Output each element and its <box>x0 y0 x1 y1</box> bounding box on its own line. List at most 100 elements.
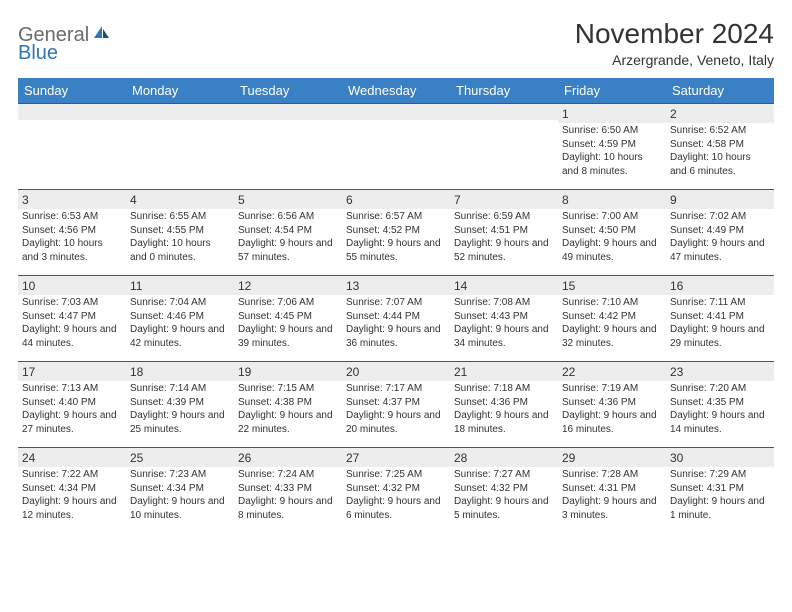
calendar-day-cell: 21Sunrise: 7:18 AMSunset: 4:36 PMDayligh… <box>450 362 558 448</box>
sunrise-text: Sunrise: 7:10 AM <box>562 296 662 310</box>
logo-word-blue: Blue <box>18 42 58 64</box>
sunset-text: Sunset: 4:55 PM <box>130 224 230 238</box>
calendar-day-cell <box>234 104 342 190</box>
sunrise-text: Sunrise: 7:19 AM <box>562 382 662 396</box>
sunrise-text: Sunrise: 7:23 AM <box>130 468 230 482</box>
day-number: 30 <box>666 448 774 467</box>
sunset-text: Sunset: 4:47 PM <box>22 310 122 324</box>
daylight-text: Daylight: 9 hours and 49 minutes. <box>562 237 662 264</box>
sunset-text: Sunset: 4:43 PM <box>454 310 554 324</box>
sunset-text: Sunset: 4:54 PM <box>238 224 338 238</box>
calendar-day-cell: 11Sunrise: 7:04 AMSunset: 4:46 PMDayligh… <box>126 276 234 362</box>
sunrise-text: Sunrise: 7:02 AM <box>670 210 770 224</box>
calendar-day-cell: 17Sunrise: 7:13 AMSunset: 4:40 PMDayligh… <box>18 362 126 448</box>
daylight-text: Daylight: 9 hours and 5 minutes. <box>454 495 554 522</box>
calendar-day-cell: 20Sunrise: 7:17 AMSunset: 4:37 PMDayligh… <box>342 362 450 448</box>
calendar-week-row: 1Sunrise: 6:50 AMSunset: 4:59 PMDaylight… <box>18 104 774 190</box>
sunset-text: Sunset: 4:32 PM <box>346 482 446 496</box>
day-number: 8 <box>558 190 666 209</box>
calendar-day-cell: 22Sunrise: 7:19 AMSunset: 4:36 PMDayligh… <box>558 362 666 448</box>
daylight-text: Daylight: 9 hours and 39 minutes. <box>238 323 338 350</box>
sunset-text: Sunset: 4:44 PM <box>346 310 446 324</box>
daylight-text: Daylight: 9 hours and 25 minutes. <box>130 409 230 436</box>
sunrise-text: Sunrise: 7:04 AM <box>130 296 230 310</box>
sunrise-text: Sunrise: 7:03 AM <box>22 296 122 310</box>
page-title: November 2024 <box>575 18 774 50</box>
calendar-day-cell: 13Sunrise: 7:07 AMSunset: 4:44 PMDayligh… <box>342 276 450 362</box>
calendar-day-cell: 12Sunrise: 7:06 AMSunset: 4:45 PMDayligh… <box>234 276 342 362</box>
sunrise-text: Sunrise: 6:57 AM <box>346 210 446 224</box>
daylight-text: Daylight: 9 hours and 47 minutes. <box>670 237 770 264</box>
weekday-header: Friday <box>558 78 666 104</box>
weekday-header: Wednesday <box>342 78 450 104</box>
day-number: 6 <box>342 190 450 209</box>
sunset-text: Sunset: 4:50 PM <box>562 224 662 238</box>
daylight-text: Daylight: 9 hours and 14 minutes. <box>670 409 770 436</box>
day-number: 7 <box>450 190 558 209</box>
sunset-text: Sunset: 4:32 PM <box>454 482 554 496</box>
weekday-header: Tuesday <box>234 78 342 104</box>
calendar-day-cell <box>126 104 234 190</box>
day-number: 16 <box>666 276 774 295</box>
daylight-text: Daylight: 9 hours and 52 minutes. <box>454 237 554 264</box>
daylight-text: Daylight: 10 hours and 8 minutes. <box>562 151 662 178</box>
header: General November 2024 Arzergrande, Venet… <box>18 18 774 68</box>
sunrise-text: Sunrise: 6:59 AM <box>454 210 554 224</box>
sunset-text: Sunset: 4:41 PM <box>670 310 770 324</box>
daylight-text: Daylight: 9 hours and 32 minutes. <box>562 323 662 350</box>
calendar-day-cell: 26Sunrise: 7:24 AMSunset: 4:33 PMDayligh… <box>234 448 342 534</box>
calendar-day-cell: 8Sunrise: 7:00 AMSunset: 4:50 PMDaylight… <box>558 190 666 276</box>
daylight-text: Daylight: 9 hours and 6 minutes. <box>346 495 446 522</box>
sunrise-text: Sunrise: 7:27 AM <box>454 468 554 482</box>
sunset-text: Sunset: 4:46 PM <box>130 310 230 324</box>
calendar-body: 1Sunrise: 6:50 AMSunset: 4:59 PMDaylight… <box>18 104 774 534</box>
weekday-header: Monday <box>126 78 234 104</box>
calendar-day-cell: 6Sunrise: 6:57 AMSunset: 4:52 PMDaylight… <box>342 190 450 276</box>
sunrise-text: Sunrise: 7:20 AM <box>670 382 770 396</box>
calendar-day-cell: 7Sunrise: 6:59 AMSunset: 4:51 PMDaylight… <box>450 190 558 276</box>
sunrise-text: Sunrise: 7:22 AM <box>22 468 122 482</box>
calendar-day-cell: 24Sunrise: 7:22 AMSunset: 4:34 PMDayligh… <box>18 448 126 534</box>
daylight-text: Daylight: 9 hours and 27 minutes. <box>22 409 122 436</box>
day-number <box>126 104 234 120</box>
sunrise-text: Sunrise: 7:17 AM <box>346 382 446 396</box>
calendar-day-cell: 29Sunrise: 7:28 AMSunset: 4:31 PMDayligh… <box>558 448 666 534</box>
day-number: 18 <box>126 362 234 381</box>
sunset-text: Sunset: 4:34 PM <box>130 482 230 496</box>
day-number <box>234 104 342 120</box>
sunset-text: Sunset: 4:35 PM <box>670 396 770 410</box>
sail-icon <box>92 24 110 47</box>
day-number: 14 <box>450 276 558 295</box>
sunrise-text: Sunrise: 7:11 AM <box>670 296 770 310</box>
calendar-day-cell: 10Sunrise: 7:03 AMSunset: 4:47 PMDayligh… <box>18 276 126 362</box>
calendar-week-row: 17Sunrise: 7:13 AMSunset: 4:40 PMDayligh… <box>18 362 774 448</box>
calendar-day-cell: 28Sunrise: 7:27 AMSunset: 4:32 PMDayligh… <box>450 448 558 534</box>
daylight-text: Daylight: 9 hours and 1 minute. <box>670 495 770 522</box>
day-number: 15 <box>558 276 666 295</box>
sunset-text: Sunset: 4:38 PM <box>238 396 338 410</box>
sunrise-text: Sunrise: 6:56 AM <box>238 210 338 224</box>
sunset-text: Sunset: 4:31 PM <box>562 482 662 496</box>
calendar-day-cell: 1Sunrise: 6:50 AMSunset: 4:59 PMDaylight… <box>558 104 666 190</box>
weekday-header: Saturday <box>666 78 774 104</box>
day-number: 1 <box>558 104 666 123</box>
calendar-week-row: 3Sunrise: 6:53 AMSunset: 4:56 PMDaylight… <box>18 190 774 276</box>
sunset-text: Sunset: 4:49 PM <box>670 224 770 238</box>
day-number: 9 <box>666 190 774 209</box>
sunset-text: Sunset: 4:40 PM <box>22 396 122 410</box>
sunset-text: Sunset: 4:36 PM <box>562 396 662 410</box>
sunset-text: Sunset: 4:37 PM <box>346 396 446 410</box>
calendar-day-cell: 23Sunrise: 7:20 AMSunset: 4:35 PMDayligh… <box>666 362 774 448</box>
daylight-text: Daylight: 9 hours and 10 minutes. <box>130 495 230 522</box>
day-number: 10 <box>18 276 126 295</box>
daylight-text: Daylight: 9 hours and 8 minutes. <box>238 495 338 522</box>
day-number: 23 <box>666 362 774 381</box>
calendar-day-cell: 2Sunrise: 6:52 AMSunset: 4:58 PMDaylight… <box>666 104 774 190</box>
sunset-text: Sunset: 4:56 PM <box>22 224 122 238</box>
sunset-text: Sunset: 4:42 PM <box>562 310 662 324</box>
weekday-row: Sunday Monday Tuesday Wednesday Thursday… <box>18 78 774 104</box>
sunrise-text: Sunrise: 7:00 AM <box>562 210 662 224</box>
daylight-text: Daylight: 10 hours and 6 minutes. <box>670 151 770 178</box>
sunrise-text: Sunrise: 7:06 AM <box>238 296 338 310</box>
calendar-day-cell: 9Sunrise: 7:02 AMSunset: 4:49 PMDaylight… <box>666 190 774 276</box>
